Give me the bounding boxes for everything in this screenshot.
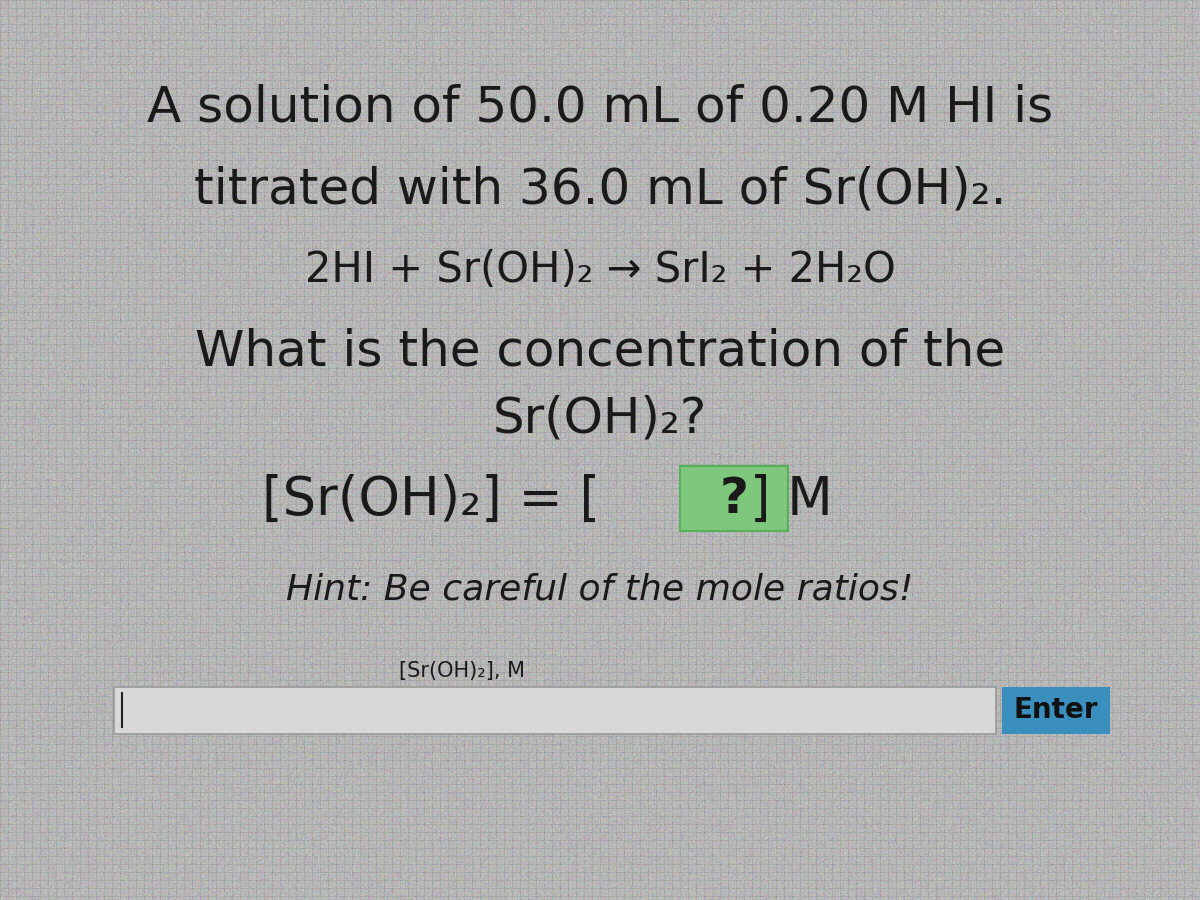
FancyBboxPatch shape: [114, 687, 996, 734]
Text: 2HI + Sr(OH)₂ → SrI₂ + 2H₂O: 2HI + Sr(OH)₂ → SrI₂ + 2H₂O: [305, 249, 895, 291]
Text: ] M: ] M: [750, 473, 833, 526]
FancyBboxPatch shape: [680, 466, 788, 531]
Text: Sr(OH)₂?: Sr(OH)₂?: [493, 394, 707, 443]
Text: titrated with 36.0 mL of Sr(OH)₂.: titrated with 36.0 mL of Sr(OH)₂.: [193, 165, 1007, 213]
Text: Hint: Be careful of the mole ratios!: Hint: Be careful of the mole ratios!: [287, 572, 913, 607]
Text: ?: ?: [720, 474, 749, 523]
Text: [Sr(OH)₂] = [: [Sr(OH)₂] = [: [262, 473, 600, 526]
Text: [Sr(OH)₂], M: [Sr(OH)₂], M: [398, 661, 526, 680]
Text: What is the concentration of the: What is the concentration of the: [194, 327, 1006, 375]
Text: A solution of 50.0 mL of 0.20 M HI is: A solution of 50.0 mL of 0.20 M HI is: [146, 84, 1054, 132]
Text: Enter: Enter: [1014, 696, 1098, 725]
FancyBboxPatch shape: [1002, 687, 1110, 734]
